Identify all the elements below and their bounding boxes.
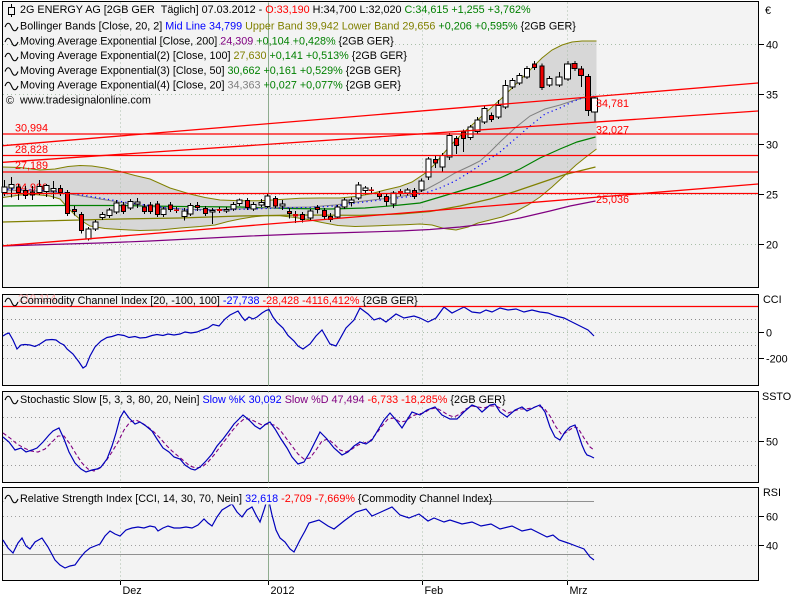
svg-text:2012: 2012: [271, 585, 295, 597]
svg-text:2G ENERGY AG [2GB GER Täglich: 2G ENERGY AG [2GB GER Täglich] 07.03.201…: [20, 4, 531, 16]
svg-text:Moving Average Exponential [Cl: Moving Average Exponential [Close, 200] …: [20, 36, 394, 48]
svg-text:30,994: 30,994: [15, 123, 48, 135]
svg-text:-200: -200: [766, 354, 788, 366]
svg-text:20: 20: [766, 240, 778, 252]
svg-text:Bollinger Bands [Close, 20, 2]: Bollinger Bands [Close, 20, 2] Mid Line …: [20, 21, 576, 33]
svg-text:Moving Average Exponential(3): Moving Average Exponential(3) [Close, 50…: [20, 65, 401, 77]
svg-text:50: 50: [766, 437, 778, 449]
svg-text:28,828: 28,828: [15, 144, 48, 156]
svg-text:25,036: 25,036: [596, 194, 629, 206]
svg-text:www.tradesignalonline.com: www.tradesignalonline.com: [19, 95, 151, 107]
svg-text:Commodity Channel Index [20, -: Commodity Channel Index [20, -100, 100] …: [20, 295, 418, 307]
svg-text:Relative Strength Index [CCI,: Relative Strength Index [CCI, 14, 30, 70…: [20, 493, 493, 505]
svg-text:Feb: Feb: [425, 585, 444, 597]
svg-text:©: ©: [6, 95, 14, 107]
svg-text:25: 25: [766, 190, 778, 202]
svg-text:Moving Average Exponential(2): Moving Average Exponential(2) [Close, 10…: [20, 50, 407, 62]
svg-text:30: 30: [766, 140, 778, 152]
svg-text:32,027: 32,027: [596, 125, 629, 137]
svg-text:SSTO: SSTO: [762, 391, 791, 403]
svg-text:60: 60: [766, 512, 778, 524]
svg-text:0: 0: [766, 328, 772, 340]
svg-text:Dez: Dez: [123, 585, 142, 597]
svg-text:40: 40: [766, 541, 778, 553]
svg-text:CCI: CCI: [763, 294, 782, 306]
svg-text:RSI: RSI: [763, 487, 781, 499]
svg-text:Mrz: Mrz: [570, 585, 588, 597]
svg-text:34,781: 34,781: [596, 98, 629, 110]
svg-text:€: €: [765, 5, 771, 17]
svg-text:40: 40: [766, 40, 778, 52]
svg-text:27,189: 27,189: [15, 160, 48, 172]
svg-text:Moving Average Exponential(4): Moving Average Exponential(4) [Close, 20…: [20, 80, 401, 92]
svg-text:35: 35: [766, 90, 778, 102]
svg-text:219,114: 219,114: [18, 293, 56, 305]
svg-text:Stochastic Slow [5, 3, 3, 80,: Stochastic Slow [5, 3, 3, 80, 20, Nein] …: [20, 394, 506, 406]
